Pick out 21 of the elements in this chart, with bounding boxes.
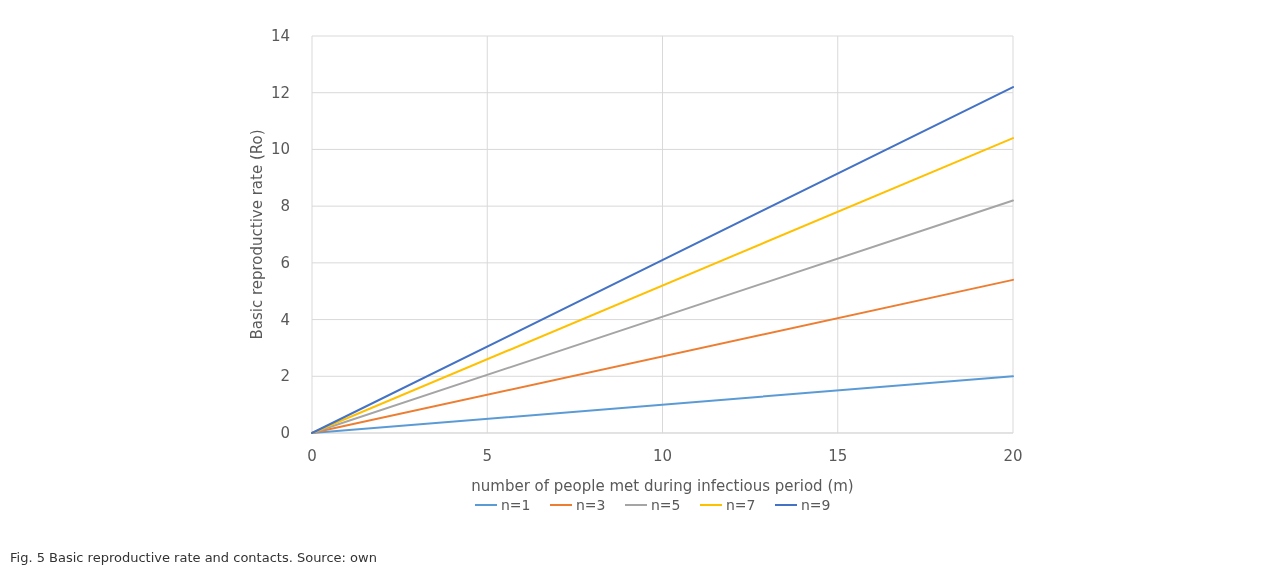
caption: Fig. 5 Basic reproductive rate and contacts. Source: own [10,550,377,565]
x-axis-title: number of people met during infectious period (m) [471,477,854,495]
legend-label: n=3 [576,497,606,513]
legend-label: n=1 [501,497,531,513]
y-axis-title: Basic reproductive rate (Ro) [248,129,266,340]
y-tick-label: 0 [280,424,290,442]
legend-label: n=7 [726,497,756,513]
y-tick-label: 4 [280,310,290,329]
y-tick-label: 12 [270,83,290,102]
x-tick-label: 20 [1003,447,1023,465]
y-tick-label: 14 [270,27,290,45]
y-tick-label: 2 [280,367,290,386]
y-tick-label: 10 [270,140,290,159]
x-tick-label: 15 [828,447,848,465]
y-tick-label: 6 [280,253,290,272]
x-tick-label: 10 [652,447,673,465]
x-tick-label: 0 [307,447,317,465]
legend-label: n=5 [651,497,681,513]
x-tick-label: 5 [482,447,493,465]
y-tick-label: 8 [280,197,290,216]
legend-label: n=9 [801,497,831,513]
